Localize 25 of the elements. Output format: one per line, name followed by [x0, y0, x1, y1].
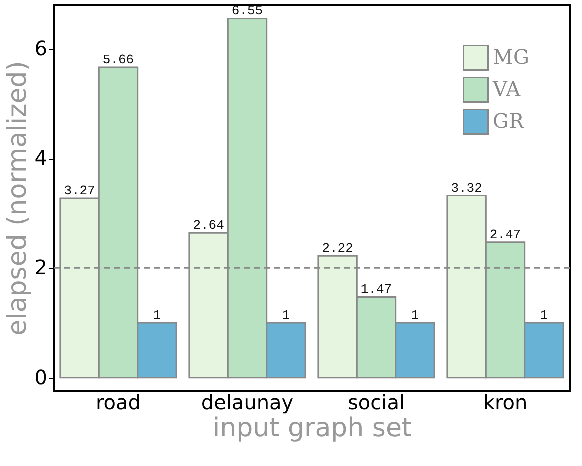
data-label: 1	[540, 308, 548, 324]
x-axis-title: input graph set	[212, 414, 412, 444]
data-label: 2.47	[490, 227, 522, 242]
y-tick-label: 6	[34, 36, 48, 60]
data-label: 1	[282, 308, 290, 324]
y-axis-title: elapsed (normalized)	[2, 61, 33, 336]
data-label: 1	[153, 308, 162, 324]
y-tick-label: 2	[34, 256, 48, 280]
x-tick-label: delaunay	[201, 390, 294, 414]
x-tick-label: road	[96, 390, 141, 414]
x-tick-label: kron	[483, 390, 528, 414]
data-label: 3.27	[64, 184, 96, 199]
data-label: 3.32	[451, 180, 482, 196]
data-label: 1	[411, 308, 420, 324]
data-label: 2.64	[193, 218, 225, 234]
y-tick-label: 0	[34, 365, 48, 390]
data-label: 1.47	[360, 282, 392, 298]
legend-label: GR	[493, 109, 525, 133]
data-label: 6.55	[232, 4, 264, 19]
x-tick-label: social	[348, 390, 406, 414]
legend-label: MG	[493, 45, 530, 69]
y-tick-label: 4	[34, 146, 48, 170]
data-label: 5.66	[102, 52, 134, 68]
data-label: 2.22	[322, 241, 354, 256]
legend-label: VA	[492, 77, 522, 101]
